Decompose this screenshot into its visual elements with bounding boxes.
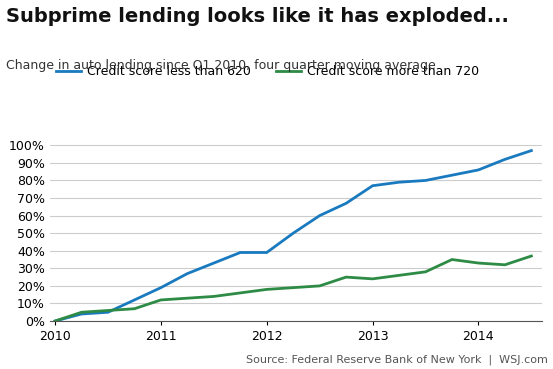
Credit score less than 620 <box>263 250 270 255</box>
Credit score less than 620 <box>502 157 508 162</box>
Credit score less than 620 <box>448 173 455 177</box>
Credit score more than 720 <box>290 286 296 290</box>
Text: Source: Federal Reserve Bank of New York  |  WSJ.com: Source: Federal Reserve Bank of New York… <box>246 355 547 365</box>
Credit score less than 620 <box>422 178 429 183</box>
Credit score more than 720 <box>422 270 429 274</box>
Credit score less than 620 <box>237 250 244 255</box>
Credit score less than 620 <box>131 298 138 302</box>
Credit score more than 720 <box>237 291 244 295</box>
Credit score less than 620 <box>316 213 323 218</box>
Credit score more than 720 <box>52 319 59 323</box>
Credit score more than 720 <box>369 277 376 281</box>
Text: Change in auto lending since Q1 2010, four quarter moving average: Change in auto lending since Q1 2010, fo… <box>6 59 435 72</box>
Credit score more than 720 <box>158 298 164 302</box>
Credit score less than 620 <box>396 180 403 184</box>
Credit score less than 620 <box>211 261 217 265</box>
Credit score less than 620 <box>290 231 296 235</box>
Credit score more than 720 <box>502 263 508 267</box>
Credit score more than 720 <box>475 261 482 265</box>
Legend: Credit score less than 620, Credit score more than 720: Credit score less than 620, Credit score… <box>56 65 479 78</box>
Credit score less than 620 <box>52 319 59 323</box>
Credit score less than 620 <box>184 271 191 276</box>
Text: Subprime lending looks like it has exploded...: Subprime lending looks like it has explo… <box>6 7 508 26</box>
Credit score more than 720 <box>184 296 191 300</box>
Credit score more than 720 <box>105 308 111 313</box>
Credit score more than 720 <box>316 284 323 288</box>
Credit score more than 720 <box>343 275 349 279</box>
Credit score less than 620 <box>343 201 349 206</box>
Credit score more than 720 <box>528 254 535 258</box>
Line: Credit score more than 720: Credit score more than 720 <box>55 256 531 321</box>
Credit score more than 720 <box>78 310 85 314</box>
Credit score less than 620 <box>105 310 111 314</box>
Credit score more than 720 <box>263 287 270 292</box>
Credit score less than 620 <box>528 148 535 153</box>
Credit score more than 720 <box>211 294 217 299</box>
Credit score less than 620 <box>158 286 164 290</box>
Credit score more than 720 <box>448 257 455 262</box>
Credit score less than 620 <box>78 312 85 316</box>
Credit score less than 620 <box>475 168 482 172</box>
Credit score more than 720 <box>131 307 138 311</box>
Credit score more than 720 <box>396 273 403 277</box>
Line: Credit score less than 620: Credit score less than 620 <box>55 151 531 321</box>
Credit score less than 620 <box>369 183 376 188</box>
